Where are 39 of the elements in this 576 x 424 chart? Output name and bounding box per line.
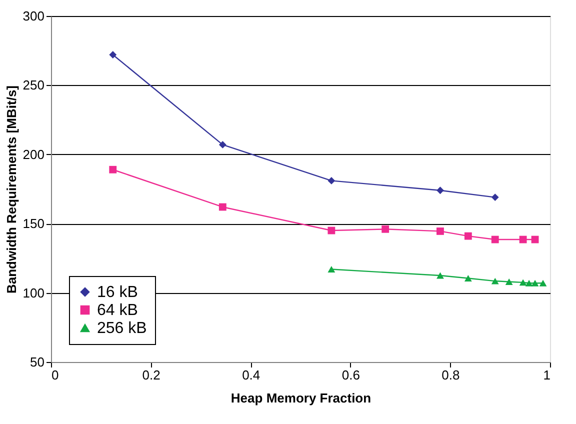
legend-label: 16 kB xyxy=(97,284,138,301)
x-tick-label: 0.4 xyxy=(242,368,260,382)
point xyxy=(328,266,336,272)
y-tick-label: 300 xyxy=(22,8,44,24)
point xyxy=(218,203,226,211)
x-tick-label: 0.6 xyxy=(342,368,360,382)
x-axis-title: Heap Memory Fraction xyxy=(230,390,372,406)
y-tick-label: 50 xyxy=(30,354,44,370)
x-tick-label: 0 xyxy=(52,368,59,382)
point xyxy=(491,194,499,202)
y-tick-label: 250 xyxy=(22,78,44,93)
point xyxy=(491,236,499,244)
y-axis-title: Bandwidth Requirements [MBit/s] xyxy=(4,85,19,294)
point xyxy=(525,280,533,286)
point xyxy=(382,225,390,233)
point xyxy=(519,236,527,244)
y-tick-label: 200 xyxy=(22,146,44,162)
point xyxy=(436,186,444,194)
x-tick-label: 0.2 xyxy=(142,368,160,382)
legend-label: 64 kB xyxy=(97,302,138,319)
point xyxy=(436,228,444,235)
legend-label: 256 kB xyxy=(97,320,147,337)
point xyxy=(505,278,513,285)
point xyxy=(539,280,547,286)
point xyxy=(464,232,472,240)
point xyxy=(436,272,444,279)
point xyxy=(328,176,336,184)
y-tick-label: 100 xyxy=(22,285,44,300)
point xyxy=(491,278,499,284)
point xyxy=(519,279,527,286)
point xyxy=(531,280,539,286)
point xyxy=(218,141,226,148)
point xyxy=(464,275,472,282)
point xyxy=(328,226,336,234)
point xyxy=(109,51,117,58)
y-tick-label: 150 xyxy=(22,216,44,232)
x-tick-label: 1 xyxy=(543,368,550,382)
x-tick-label: 0.8 xyxy=(442,368,460,382)
point xyxy=(109,166,117,174)
